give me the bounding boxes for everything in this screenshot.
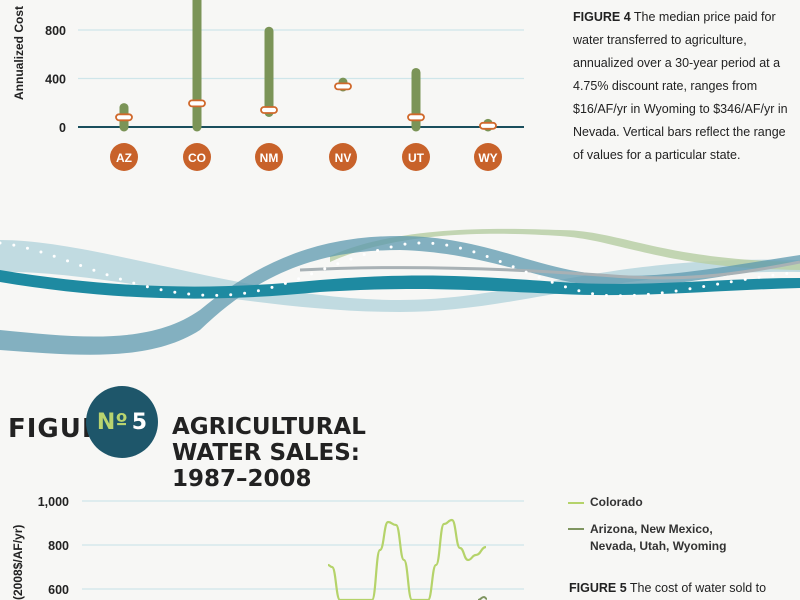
figure5-line-other-states — [477, 595, 488, 600]
figure4-caption-text: The median price paid for water transfer… — [573, 10, 788, 162]
figure5-y-axis-label: (2008$/AF/yr) — [11, 525, 25, 600]
figure5-title: AGRICULTURAL WATER SALES: 1987–2008 — [172, 414, 366, 492]
figure5-caption: FIGURE 5 The cost of water sold to — [569, 578, 791, 598]
figure4-median-marker — [334, 82, 352, 91]
figure4-median-marker — [115, 113, 133, 122]
figure5-line-colorado — [327, 518, 487, 600]
figure5-caption-text: The cost of water sold to — [629, 581, 767, 595]
figure4-state-badge — [183, 143, 211, 171]
figure5-ytick-label: 800 — [48, 539, 69, 553]
wave-gray-line — [299, 260, 800, 280]
legend-swatch-colorado — [568, 502, 584, 504]
figure4-median-marker — [188, 99, 206, 108]
wave-green-band — [330, 228, 800, 270]
figure5-ytick-label: 1,000 — [38, 495, 69, 509]
figure4-state-label: NV — [335, 151, 352, 165]
figure5-badge-number: 5 — [131, 409, 148, 435]
figure4-state-label: UT — [408, 151, 425, 165]
figure4-state-label: NM — [260, 151, 279, 165]
figure4-state-label: AZ — [116, 151, 132, 165]
figure5-badge: Nº 5 — [86, 386, 158, 458]
figure4-state-label: CO — [188, 151, 206, 165]
figure4-median-marker — [479, 121, 497, 130]
figure4-median-marker — [260, 106, 278, 114]
figure5-badge-no: Nº — [96, 409, 128, 435]
figure4-state-badge — [329, 143, 357, 171]
figure5-chart: 600 800 1,000 (2008$/AF/yr) — [11, 495, 524, 600]
figure4-ytick-label: 800 — [45, 24, 66, 38]
figure4-state-badge — [402, 143, 430, 171]
figure4-state-badge — [110, 143, 138, 171]
wave-blue-band — [0, 236, 800, 355]
figure4-state-badge — [255, 143, 283, 171]
figure5-ytick-label: 600 — [48, 583, 69, 597]
figure4-state-badge — [474, 143, 502, 171]
figure4-state-label: WY — [478, 151, 497, 165]
figure4-ytick-label: 0 — [59, 121, 66, 135]
figure4-caption-label: FIGURE 4 — [573, 10, 631, 24]
figure4-median-marker — [407, 113, 425, 122]
legend-item-colorado: Colorado — [590, 495, 643, 509]
legend-swatch-other-states — [568, 528, 584, 530]
legend-item-other-states: Arizona, New Mexico, Nevada, Utah, Wyomi… — [590, 522, 727, 553]
figure5-legend: Colorado Arizona, New Mexico, Nevada, Ut… — [568, 494, 788, 564]
figure4-y-axis-label: Annualized Cost — [12, 6, 26, 100]
wave-dark-band — [0, 270, 800, 299]
figure4-ytick-label: 400 — [45, 73, 66, 87]
figure4-chart: 0 400 800 Annualized Cost AZ CO NM NV UT WY — [12, 0, 524, 171]
figure5-caption-label: FIGURE 5 — [569, 581, 627, 595]
figure4-caption: FIGURE 4 The median price paid for water… — [573, 6, 795, 167]
